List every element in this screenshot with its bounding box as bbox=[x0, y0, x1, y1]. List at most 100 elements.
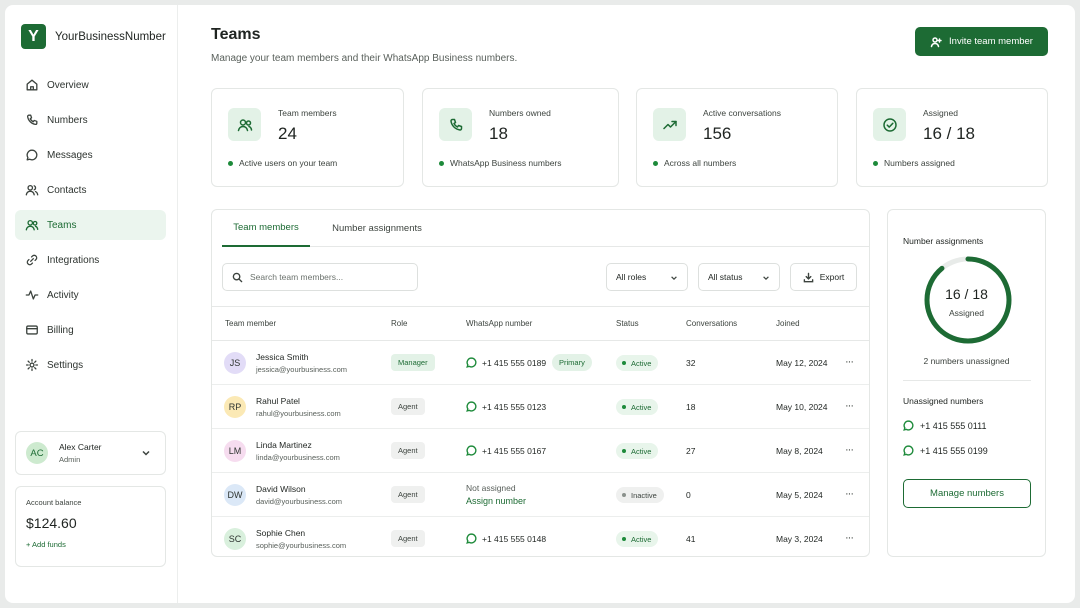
search-icon bbox=[232, 272, 243, 282]
unassigned-number[interactable]: +1 415 555 0111 bbox=[903, 420, 986, 431]
joined-date: May 10, 2024 bbox=[776, 402, 828, 412]
manage-numbers-button[interactable]: Manage numbers bbox=[903, 479, 1031, 508]
unassigned-title: Unassigned numbers bbox=[903, 396, 984, 406]
invite-team-member-button[interactable]: Invite team member bbox=[915, 27, 1048, 56]
status-filter-value: All status bbox=[708, 272, 743, 282]
stat-value: 16 / 18 bbox=[923, 124, 975, 143]
check-circle-icon bbox=[882, 117, 897, 132]
sidebar-item-label: Contacts bbox=[47, 184, 87, 196]
assign-number-link[interactable]: Assign number bbox=[466, 496, 527, 506]
search-input[interactable] bbox=[250, 272, 410, 282]
sidebar-item-contacts[interactable]: Contacts bbox=[15, 175, 166, 205]
roles-filter[interactable]: All roles bbox=[606, 263, 688, 291]
more-actions-icon[interactable]: ··· bbox=[845, 444, 854, 456]
tab-number-assignments[interactable]: Number assignments bbox=[332, 223, 422, 234]
joined-date: May 3, 2024 bbox=[776, 534, 823, 544]
sidebar-item-activity[interactable]: Activity bbox=[15, 280, 166, 310]
table-row[interactable]: LM Linda Martinez linda@yourbusiness.com… bbox=[212, 429, 869, 473]
ring-value: 16 / 18 bbox=[945, 286, 988, 302]
activity-icon bbox=[25, 290, 39, 300]
sidebar-item-overview[interactable]: Overview bbox=[15, 70, 166, 100]
more-actions-icon[interactable]: ··· bbox=[845, 400, 854, 412]
number-text: +1 415 555 0111 bbox=[920, 420, 987, 431]
brand[interactable]: Y YourBusinessNumber bbox=[21, 24, 166, 49]
status-badge: Active bbox=[616, 355, 659, 371]
stat-note-text: Active users on your team bbox=[239, 158, 338, 168]
sidebar-item-label: Billing bbox=[47, 324, 74, 336]
conversations-count: 18 bbox=[686, 402, 696, 412]
col-team-member[interactable]: Team member bbox=[225, 319, 277, 328]
col-role[interactable]: Role bbox=[391, 319, 408, 328]
sidebar-item-billing[interactable]: Billing bbox=[15, 315, 166, 345]
sidebar-item-numbers[interactable]: Numbers bbox=[15, 105, 166, 135]
sidebar-item-teams[interactable]: Teams bbox=[15, 210, 166, 240]
assignment-progress-ring bbox=[924, 256, 1012, 344]
stat-icon-box bbox=[228, 108, 261, 141]
sidebar-item-label: Overview bbox=[47, 79, 89, 91]
user-name: Alex Carter bbox=[59, 442, 102, 452]
status-dot bbox=[873, 160, 878, 166]
conversations-count: 32 bbox=[686, 358, 696, 368]
download-icon bbox=[803, 272, 814, 282]
chevron-down-icon[interactable] bbox=[141, 448, 151, 458]
stat-note-text: WhatsApp Business numbers bbox=[450, 158, 562, 168]
not-assigned-text: Not assigned bbox=[466, 483, 516, 493]
unassigned-count: 2 numbers unassigned bbox=[923, 356, 1010, 366]
status-filter[interactable]: All status bbox=[698, 263, 780, 291]
user-menu[interactable]: AC Alex Carter Admin bbox=[15, 431, 166, 475]
status-dot bbox=[622, 449, 626, 453]
sidebar-item-label: Settings bbox=[47, 359, 84, 371]
balance-label: Account balance bbox=[26, 498, 82, 507]
add-funds-link[interactable]: + Add funds bbox=[26, 540, 66, 549]
sidebar-item-integrations[interactable]: Integrations bbox=[15, 245, 166, 275]
role-badge: Agent bbox=[391, 486, 425, 503]
status-dot bbox=[622, 493, 626, 497]
more-actions-icon[interactable]: ··· bbox=[845, 356, 854, 368]
users-icon bbox=[237, 118, 252, 131]
table-row[interactable]: DW David Wilson david@yourbusiness.com A… bbox=[212, 473, 869, 517]
sidebar-item-settings[interactable]: Settings bbox=[15, 350, 166, 380]
team-members-panel: Team members Number assignments All role… bbox=[211, 209, 870, 557]
status-dot bbox=[653, 160, 658, 166]
unassigned-number[interactable]: +1 415 555 0199 bbox=[903, 445, 988, 456]
col-conversations[interactable]: Conversations bbox=[686, 319, 738, 328]
status-text: Inactive bbox=[631, 490, 657, 500]
search-box[interactable] bbox=[222, 263, 418, 291]
avatar: AC bbox=[26, 442, 48, 464]
card-icon bbox=[26, 325, 38, 335]
col-status[interactable]: Status bbox=[616, 319, 639, 328]
table-row[interactable]: RP Rahul Patel rahul@yourbusiness.com Ag… bbox=[212, 385, 869, 429]
conversations-count: 27 bbox=[686, 446, 696, 456]
table-row[interactable]: JS Jessica Smith jessica@yourbusiness.co… bbox=[212, 341, 869, 385]
stat-value: 24 bbox=[278, 124, 297, 143]
member-email: linda@yourbusiness.com bbox=[256, 453, 340, 462]
more-actions-icon[interactable]: ··· bbox=[845, 488, 854, 500]
tab-team-members[interactable]: Team members bbox=[222, 210, 310, 247]
sidebar-item-messages[interactable]: Messages bbox=[15, 140, 166, 170]
more-actions-icon[interactable]: ··· bbox=[845, 532, 854, 544]
whatsapp-number: +1 415 555 0148 bbox=[466, 533, 546, 544]
joined-date: May 5, 2024 bbox=[776, 490, 823, 500]
stat-note-text: Across all numbers bbox=[664, 158, 737, 168]
balance-amount: $124.60 bbox=[26, 515, 77, 531]
user-plus-icon bbox=[930, 36, 942, 47]
stat-card-team-members: Team members 24 Active users on your tea… bbox=[211, 88, 404, 187]
member-name: Sophie Chen bbox=[256, 528, 306, 538]
stat-label: Active conversations bbox=[703, 108, 781, 118]
stat-value: 18 bbox=[489, 124, 508, 143]
status-dot bbox=[228, 160, 233, 166]
member-email: rahul@yourbusiness.com bbox=[256, 409, 341, 418]
avatar: RP bbox=[224, 396, 246, 418]
sidebar-item-label: Messages bbox=[47, 149, 93, 161]
user-info: Alex Carter Admin bbox=[59, 442, 102, 464]
primary-badge: Primary bbox=[552, 354, 592, 371]
whatsapp-icon bbox=[903, 420, 914, 431]
brand-name: YourBusinessNumber bbox=[55, 30, 166, 43]
col-joined[interactable]: Joined bbox=[776, 319, 800, 328]
stat-value: 156 bbox=[703, 124, 732, 143]
number-text: +1 415 555 0167 bbox=[482, 445, 547, 456]
export-button[interactable]: Export bbox=[790, 263, 857, 291]
col-whatsapp-number[interactable]: WhatsApp number bbox=[466, 319, 533, 328]
table-row[interactable]: SC Sophie Chen sophie@yourbusiness.com A… bbox=[212, 517, 869, 556]
sidebar-item-label: Integrations bbox=[47, 254, 100, 266]
